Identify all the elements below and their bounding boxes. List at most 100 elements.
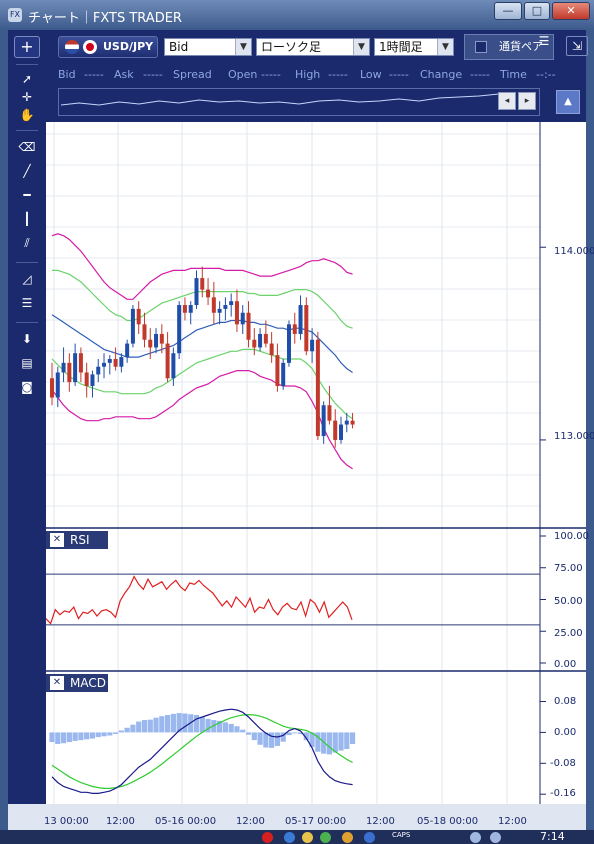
chart-navigator[interactable] [58, 88, 540, 116]
scroll-right-button[interactable]: ▸ [518, 92, 536, 110]
scroll-left-button[interactable]: ◂ [498, 92, 516, 110]
candle-body [217, 308, 222, 313]
candle-body [339, 424, 343, 440]
bid-label: Bid [58, 68, 76, 81]
change-label: Change [420, 68, 463, 81]
macd-histogram-bar [124, 727, 130, 733]
macd-histogram-bar [234, 726, 240, 733]
macd-histogram-bar [112, 732, 119, 734]
time-tick-label: 05-17 00:00 [285, 816, 347, 827]
list-icon[interactable]: ▤ [21, 356, 33, 370]
candle-body [73, 353, 78, 383]
window-frame-right [586, 30, 594, 830]
chart-toolbar: USD/JPY Bid ▼ ローソク足 ▼ 1時間足 ▼ 通貨ペア ☰ ⇲ [46, 30, 588, 62]
price-type-select[interactable]: Bid ▼ [164, 38, 252, 56]
candle-body [315, 339, 320, 437]
horizontal-line-icon[interactable]: ━ [23, 188, 31, 202]
time-tick-label: 05-16 00:00 [155, 816, 217, 827]
low-label: Low [360, 68, 382, 81]
currency-strength-toggle[interactable]: 通貨ペア [464, 34, 554, 60]
time-label: Time [500, 68, 527, 81]
chevron-down-icon: ▼ [437, 39, 453, 55]
app-tray-icon[interactable] [320, 832, 331, 843]
minimize-button[interactable]: — [494, 2, 522, 20]
timeframe-select[interactable]: 1時間足 ▼ [374, 38, 454, 56]
macd-histogram-bar [245, 732, 252, 735]
navigator-scroll-buttons: ◂ ▸ [498, 92, 540, 112]
ask-label: Ask [114, 68, 134, 81]
app-tray-icon[interactable] [302, 832, 313, 843]
macd-histogram-bar [170, 713, 176, 733]
download-icon[interactable]: ⬇ [21, 332, 33, 346]
candle-body [119, 357, 124, 367]
camera-icon[interactable]: ◙ [21, 380, 33, 394]
eraser-icon[interactable]: ⌫ [18, 140, 36, 154]
taskbar-clock: 7:14 [540, 830, 565, 843]
candle-body [200, 278, 205, 290]
help-tray-icon[interactable] [364, 832, 375, 843]
rsi-tick-label: 50.00 [554, 596, 583, 607]
chart-type-select[interactable]: ローソク足 ▼ [256, 38, 370, 56]
toolbar-divider [16, 262, 38, 263]
macd-histogram-bar [107, 732, 113, 736]
navigator-settings-icon[interactable]: ▲ [556, 90, 580, 114]
window-title-bar: FX チャート｜FXTS TRADER — □ ✕ [0, 0, 594, 30]
power-tray-icon[interactable] [490, 832, 501, 843]
time-axis: 13 00:00 12:00 05-16 00:00 12:00 05-17 0… [8, 804, 586, 830]
macd-histogram-bar [205, 718, 211, 733]
add-chart-button[interactable]: + [14, 36, 40, 58]
crosshair-icon[interactable]: ✛ [21, 90, 33, 104]
bid-value: ----- [84, 68, 104, 81]
high-value: ----- [328, 68, 348, 81]
time-tick-label: 12:00 [106, 816, 135, 827]
close-button[interactable]: ✕ [552, 2, 590, 20]
chart-area[interactable]: ✕ RSI ✕ MACD 114.000 113.000 100.00 75.0… [45, 122, 594, 804]
window-title: チャート｜FXTS TRADER [28, 11, 182, 26]
network-tray-icon[interactable] [284, 832, 295, 843]
trendline-icon[interactable]: ╱ [23, 164, 31, 178]
open-label: Open [228, 68, 258, 81]
macd-histogram-bar [199, 716, 205, 733]
hamburger-icon[interactable]: ☰ [538, 34, 550, 48]
candle-body [165, 343, 170, 379]
security-tray-icon[interactable] [262, 832, 273, 843]
chart-type-value: ローソク足 [261, 40, 322, 54]
expand-window-button[interactable]: ⇲ [566, 36, 588, 56]
fibonacci-fan-icon[interactable]: ◿ [22, 272, 32, 286]
macd-histogram-bar [182, 713, 188, 733]
macd-close-button[interactable]: ✕ [50, 676, 64, 690]
candle-body [188, 305, 193, 313]
quote-bar: Bid ----- Ask ----- Spread Open ----- Hi… [46, 62, 586, 86]
cursor-arrow-icon[interactable]: ➚ [21, 72, 33, 86]
toolbar-divider [16, 130, 38, 131]
macd-histogram-bar [280, 732, 286, 742]
macd-histogram-bar [60, 732, 67, 744]
parallel-channel-icon[interactable]: ⫽ [24, 236, 30, 250]
maximize-button[interactable]: □ [524, 2, 550, 20]
app-tray-icon[interactable] [342, 832, 353, 843]
volume-tray-icon[interactable] [470, 832, 481, 843]
macd-histogram-bar [344, 732, 350, 750]
fibonacci-retracement-icon[interactable]: ☰ [21, 296, 33, 310]
candle-body [171, 353, 176, 379]
hand-icon[interactable]: ✋ [19, 108, 35, 122]
candle-body [263, 333, 268, 344]
rsi-tick-label: 25.00 [554, 628, 583, 639]
time-tick-label: 12:00 [498, 816, 527, 827]
chart-canvas [45, 122, 586, 804]
us-flag-icon [65, 40, 79, 54]
currency-pair-button[interactable]: USD/JPY [58, 36, 158, 58]
macd-histogram-bar [153, 717, 159, 733]
macd-histogram-bar [147, 719, 153, 733]
macd-histogram-bar [141, 720, 148, 733]
rsi-close-button[interactable]: ✕ [50, 533, 64, 547]
macd-tick-label: -0.08 [550, 758, 576, 769]
macd-histogram-bar [118, 730, 124, 733]
checkbox[interactable] [475, 41, 487, 53]
candle-body [292, 324, 297, 334]
time-tick-label: 05-18 00:00 [417, 816, 479, 827]
macd-histogram-bar [193, 715, 200, 733]
candle-body [159, 333, 164, 344]
candle-body [269, 343, 274, 356]
vertical-line-icon[interactable]: ┃ [23, 212, 31, 226]
